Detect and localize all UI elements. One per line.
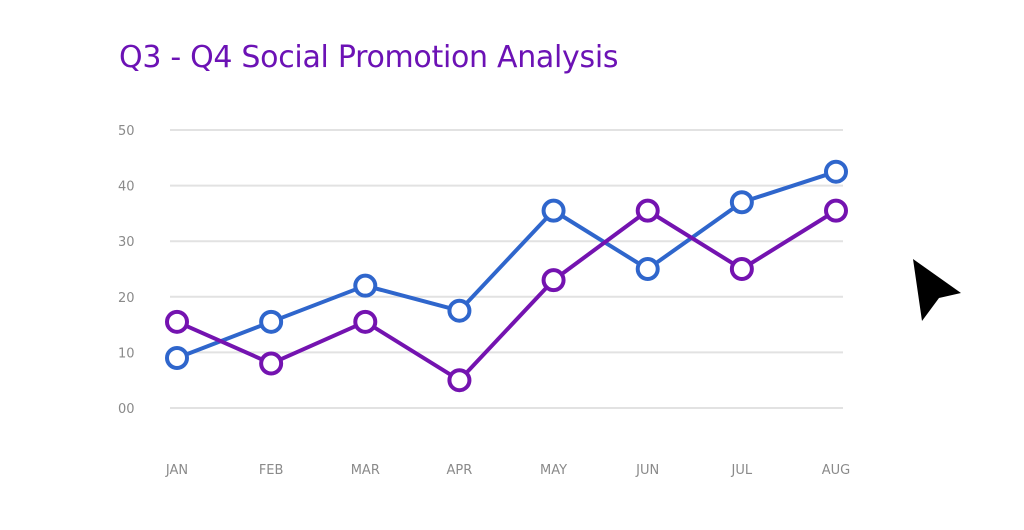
- data-point: [353, 309, 378, 334]
- x-tick-label: AUG: [822, 463, 850, 478]
- y-tick-label: 00: [118, 402, 135, 417]
- x-tick-label: MAR: [351, 463, 380, 478]
- data-point: [447, 368, 472, 393]
- x-tick-label: MAY: [540, 463, 567, 478]
- data-point: [541, 198, 566, 223]
- x-tick-label: APR: [447, 463, 473, 478]
- series-2: [165, 198, 848, 393]
- data-point: [447, 298, 472, 323]
- data-point: [259, 351, 284, 376]
- data-point: [635, 257, 660, 281]
- grid-lines: [170, 129, 843, 409]
- x-tick-label: FEB: [259, 463, 284, 478]
- data-point: [635, 198, 660, 223]
- series-layer: [165, 159, 848, 393]
- data-point: [729, 257, 754, 281]
- data-point: [541, 268, 566, 293]
- mouse-pointer-icon: [913, 259, 961, 321]
- x-tick-label: JUL: [731, 463, 753, 478]
- y-tick-label: 10: [118, 346, 135, 361]
- data-point: [824, 198, 848, 223]
- data-point: [824, 159, 848, 184]
- y-tick-label: 50: [118, 124, 135, 139]
- y-tick-label: 20: [118, 291, 135, 306]
- data-point: [729, 190, 754, 215]
- data-point: [259, 309, 284, 334]
- series-line: [175, 208, 838, 383]
- chart-title: Q3 - Q4 Social Promotion Analysis: [119, 40, 619, 75]
- y-tick-label: 40: [118, 180, 135, 195]
- series-1: [165, 159, 848, 370]
- x-tick-label: JUN: [635, 463, 659, 478]
- data-point: [165, 345, 189, 370]
- y-tick-label: 30: [118, 235, 135, 250]
- series-line: [175, 169, 838, 360]
- x-tick-label: JAN: [165, 463, 188, 478]
- data-point: [353, 273, 378, 298]
- x-axis-ticks: JAN FEB MAR APR MAY JUN JUL AUG: [165, 463, 850, 478]
- data-point: [165, 309, 189, 334]
- y-axis-ticks: 00 10 20 30 40 50: [118, 124, 135, 417]
